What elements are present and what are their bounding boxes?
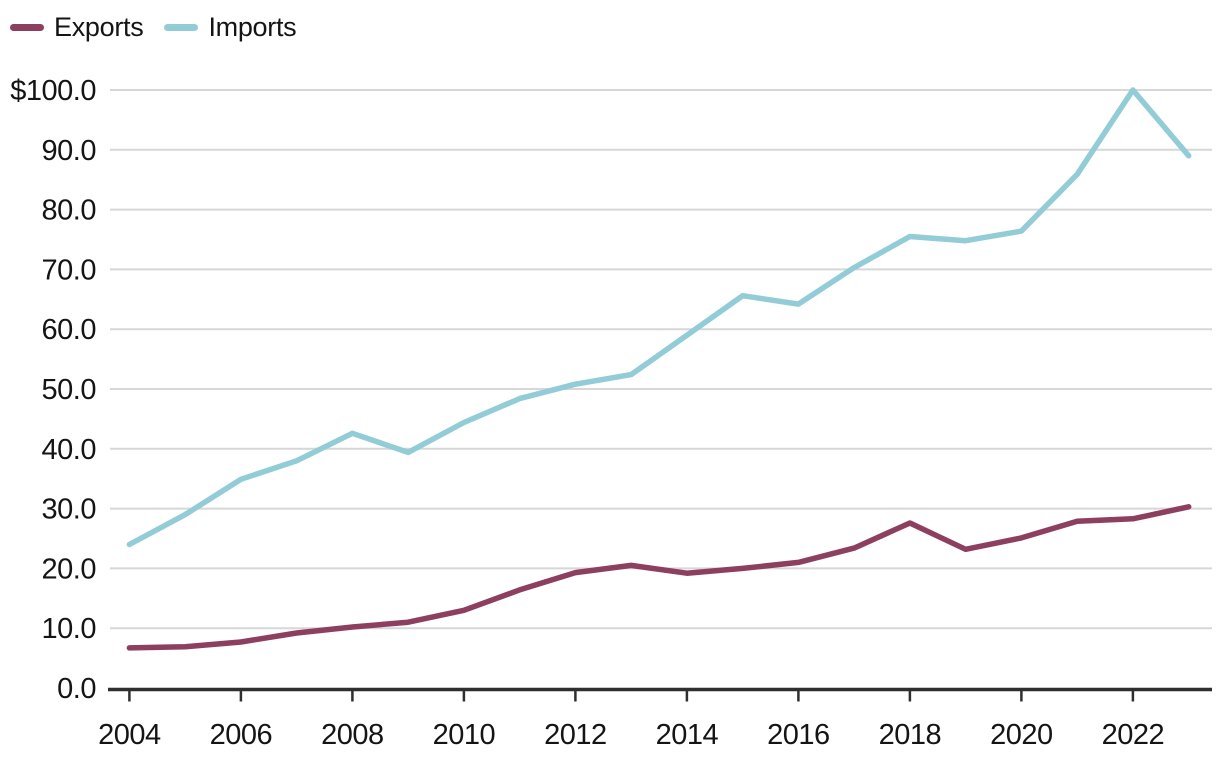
imports-line xyxy=(126,87,1192,548)
legend: Exports Imports xyxy=(10,12,297,42)
y-tick-label-40: 40.0 xyxy=(42,434,96,466)
y-tick-label-70: 70.0 xyxy=(42,254,96,286)
imports-legend-label: Imports xyxy=(208,12,297,42)
x-tick-label-2006: 2006 xyxy=(210,719,273,751)
legend-item-imports: Imports xyxy=(164,12,297,42)
y-tick-label-20: 20.0 xyxy=(42,553,96,585)
x-tick-label-2020: 2020 xyxy=(990,719,1053,751)
y-tick-label-0: 0.0 xyxy=(57,673,96,705)
x-tick-label-2016: 2016 xyxy=(767,719,830,751)
x-tick-label-2012: 2012 xyxy=(544,719,607,751)
y-tick-label-10: 10.0 xyxy=(42,613,96,645)
x-tick-label-2004: 2004 xyxy=(98,719,161,751)
y-tick-label-50: 50.0 xyxy=(42,374,96,406)
y-tick-label-30: 30.0 xyxy=(42,494,96,526)
exports-legend-label: Exports xyxy=(54,12,144,42)
y-tick-label-100: $100.0 xyxy=(10,75,96,107)
x-tick-label-2018: 2018 xyxy=(879,719,942,751)
legend-item-exports: Exports xyxy=(10,12,144,42)
x-tick-label-2014: 2014 xyxy=(656,719,719,751)
y-tick-label-80: 80.0 xyxy=(42,195,96,227)
exports-swatch-icon xyxy=(10,24,44,31)
imports-swatch-icon xyxy=(164,24,199,31)
x-tick-label-2022: 2022 xyxy=(1102,719,1165,751)
y-tick-label-90: 90.0 xyxy=(42,135,96,167)
exports-line xyxy=(126,504,1192,651)
x-tick-label-2010: 2010 xyxy=(433,719,496,751)
y-tick-label-60: 60.0 xyxy=(42,314,96,346)
x-tick-label-2008: 2008 xyxy=(321,719,384,751)
